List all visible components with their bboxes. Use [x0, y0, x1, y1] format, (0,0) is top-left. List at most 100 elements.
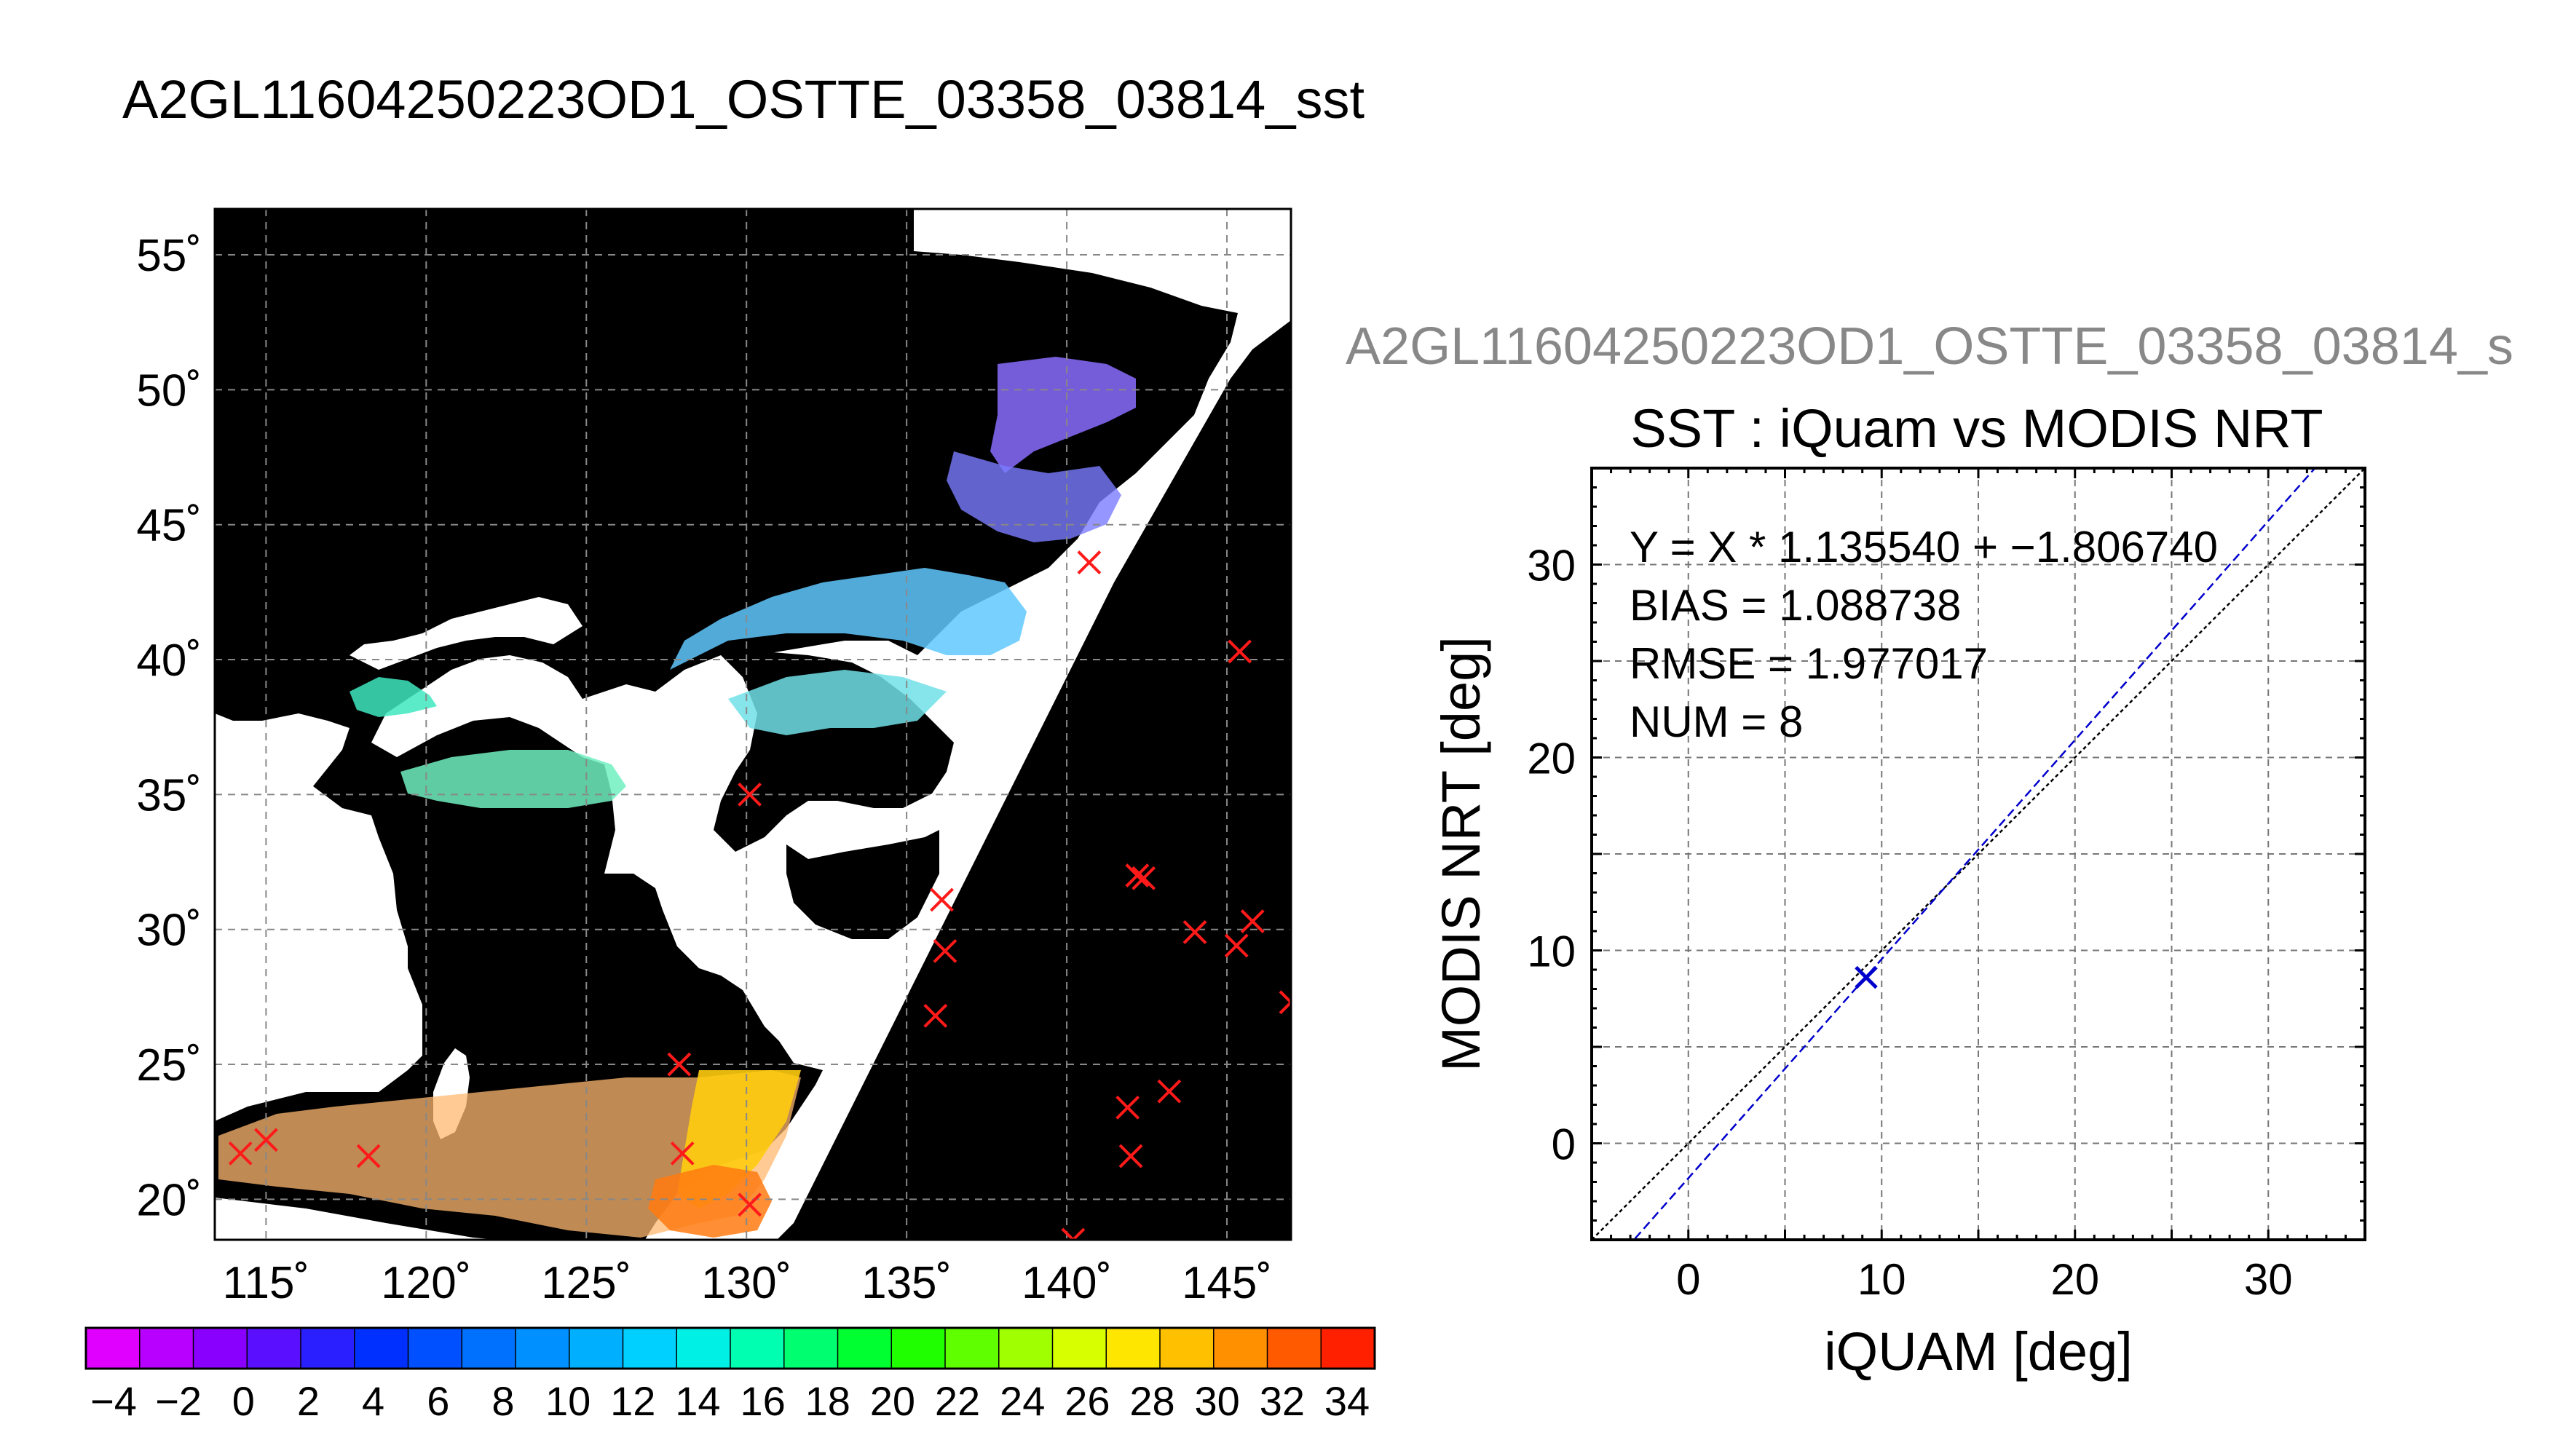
colorbar-tick-label: 16: [740, 1378, 785, 1424]
x-tick-label: 0: [1676, 1255, 1700, 1304]
lat-tick-label: 45˚: [136, 501, 202, 551]
colorbar-swatch: [1106, 1328, 1161, 1369]
in-situ-marker: [1125, 863, 1150, 887]
colorbar-swatch: [1213, 1328, 1268, 1369]
in-situ-marker: [1118, 1144, 1143, 1168]
in-situ-marker: [1228, 639, 1252, 664]
stats-bias: BIAS = 1.088738: [1630, 581, 1961, 630]
colorbar-tick-label: 20: [870, 1378, 915, 1424]
colorbar-swatch: [783, 1328, 838, 1369]
y-tick-label: 30: [1527, 542, 1576, 590]
colorbar-swatches: [86, 1328, 1375, 1369]
in-situ-marker: [356, 1144, 381, 1168]
lon-tick-label: 115˚: [223, 1258, 310, 1308]
colorbar-tick-label: 24: [1000, 1378, 1045, 1424]
colorbar-tick-label: 22: [935, 1378, 980, 1424]
colorbar-swatch: [623, 1328, 677, 1369]
colorbar-swatch: [139, 1328, 194, 1369]
in-situ-marker: [1224, 933, 1249, 958]
y-tick-label: 20: [1527, 735, 1576, 783]
sst-swath-warm: [648, 1165, 772, 1238]
colorbar-swatch: [891, 1328, 946, 1369]
map-grid: [215, 209, 1291, 1240]
colorbar-swatch: [516, 1328, 570, 1369]
in-situ-marker: [1115, 1095, 1140, 1120]
fit-line: [1632, 468, 2316, 1240]
x-tick-labels: 0 10 20 30: [1676, 1255, 2293, 1304]
colorbar-swatch: [730, 1328, 785, 1369]
colorbar-swatch: [569, 1328, 623, 1369]
sea-east: [777, 209, 1291, 1240]
stats-fit: Y = X * 1.135540 + −1.806740: [1630, 523, 2218, 571]
colorbar-tick-label: 18: [805, 1378, 850, 1424]
sst-swath-north: [990, 357, 1136, 473]
sea-north-west: [215, 209, 914, 706]
lon-tick-label: 125˚: [541, 1258, 631, 1308]
chart-title: SST : iQuam vs MODIS NRT: [1630, 398, 2323, 459]
in-situ-marker: [1077, 550, 1102, 575]
sst-map: 55˚ 50˚ 45˚ 40˚ 35˚ 30˚ 25˚ 20˚ 115˚ 120˚ 125˚ 130…: [136, 207, 1292, 1308]
colorbar-tick-label: 34: [1324, 1378, 1370, 1424]
colorbar-swatch: [462, 1328, 516, 1369]
in-situ-marker: [738, 1192, 762, 1217]
in-situ-marker: [1061, 1227, 1086, 1240]
colorbar-swatch: [945, 1328, 1000, 1369]
stats-rmse: RMSE = 1.977017: [1630, 639, 1988, 688]
sst-swath-bohai: [350, 677, 437, 717]
y-tick-label: 0: [1552, 1120, 1576, 1169]
colorbar-tick-labels: −4 −2 0 2 4 6 8 10 12 14 16 18 20 22 24 26 28 30 32 34: [90, 1378, 1370, 1424]
in-situ-marker: [670, 1141, 695, 1166]
data-points: [1855, 965, 1878, 989]
colorbar-tick-label: 0: [232, 1378, 255, 1424]
in-situ-marker: [667, 1052, 692, 1077]
lon-tick-label: 120˚: [381, 1258, 471, 1308]
colorbar-tick-label: 10: [545, 1378, 591, 1424]
colorbar-swatch: [1321, 1328, 1375, 1369]
x-tick-label: 10: [1857, 1255, 1906, 1304]
lat-tick-label: 50˚: [136, 365, 202, 416]
y-tick-labels: 0 10 20 30: [1527, 542, 1576, 1169]
lon-tick-label: 140˚: [1022, 1258, 1112, 1308]
in-situ-marker: [738, 782, 762, 807]
colorbar-swatch: [408, 1328, 462, 1369]
colorbar-swatch: [193, 1328, 248, 1369]
colorbar-swatch: [676, 1328, 731, 1369]
y-axis-label: MODIS NRT [deg]: [1431, 636, 1491, 1072]
colorbar-swatch: [247, 1328, 301, 1369]
lat-tick-label: 55˚: [136, 231, 202, 281]
lat-tick-label: 40˚: [136, 636, 202, 686]
colorbar-tick-label: 28: [1129, 1378, 1174, 1424]
sst-swath-japan-sea: [670, 568, 1027, 670]
colorbar-tick-label: 32: [1260, 1378, 1305, 1424]
x-axis-label: iQUAM [deg]: [1824, 1321, 2133, 1382]
lat-tick-label: 30˚: [136, 906, 202, 956]
colorbar-tick-label: 12: [610, 1378, 655, 1424]
colorbar-tick-label: 6: [427, 1378, 449, 1424]
colorbar-tick-label: 8: [491, 1378, 514, 1424]
x-tick-label: 30: [2244, 1255, 2293, 1304]
colorbar-swatch: [1160, 1328, 1215, 1369]
axis-ticks: [1590, 467, 2366, 1241]
colorbar-frame: [84, 1326, 1376, 1370]
colorbar-swatch: [1052, 1328, 1107, 1369]
sst-swath-hokkaido: [947, 451, 1121, 542]
in-situ-marker: [923, 1003, 948, 1028]
lat-tick-label: 35˚: [136, 770, 202, 820]
colorbar-swatch: [1267, 1328, 1322, 1369]
colorbar-swatch: [301, 1328, 355, 1369]
sst-swath-japan-sea-2: [728, 670, 947, 735]
lon-tick-labels: 115˚ 120˚ 125˚ 130˚ 135˚ 140˚ 145˚: [223, 1258, 1272, 1308]
in-situ-marker: [253, 1128, 278, 1152]
in-situ-marker: [933, 938, 957, 963]
colorbar-tick-label: 30: [1195, 1378, 1240, 1424]
page-title: A2GL11604250223OD1_OSTTE_03358_03814_sst: [122, 69, 1365, 130]
scatter-header: A2GL11604250223OD1_OSTTE_03358_03814_s: [1346, 317, 2513, 376]
lon-tick-label: 130˚: [701, 1258, 791, 1308]
map-frame: [213, 207, 1292, 1241]
y-tick-label: 10: [1527, 927, 1576, 976]
in-situ-marker: [1240, 909, 1265, 934]
scatter-plot: 0 10 20 30 0 10 20 30 Y = X * 1.135540 + −1.80…: [1431, 467, 2366, 1382]
land-china-north: [350, 597, 583, 670]
data-point: [1855, 965, 1878, 989]
lat-tick-labels: 55˚ 50˚ 45˚ 40˚ 35˚ 30˚ 25˚ 20˚: [136, 231, 202, 1225]
